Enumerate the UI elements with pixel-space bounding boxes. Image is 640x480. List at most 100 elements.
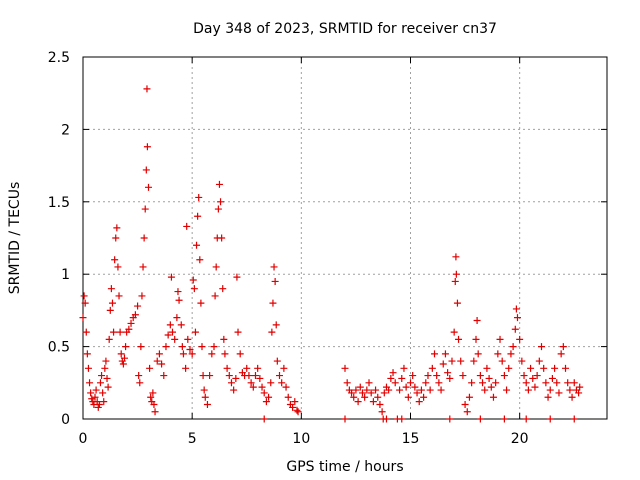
data-point: [115, 292, 123, 300]
data-point: [203, 401, 211, 409]
data-point: [437, 386, 445, 394]
data-point: [112, 234, 120, 242]
data-point: [199, 372, 207, 380]
data-point: [496, 335, 504, 343]
grid-lines: [83, 57, 607, 419]
data-point: [198, 343, 206, 351]
data-point: [215, 180, 223, 188]
y-axis-label: SRMTID / TECUs: [7, 182, 23, 295]
data-point: [356, 383, 364, 391]
data-point: [175, 296, 183, 304]
data-point: [452, 270, 460, 278]
data-point: [113, 224, 121, 232]
data-point: [131, 311, 139, 319]
data-point: [343, 379, 351, 387]
data-point: [369, 398, 377, 406]
data-point: [195, 193, 203, 201]
data-point: [254, 364, 262, 372]
data-point: [352, 386, 360, 394]
data-point: [452, 253, 460, 261]
data-point: [134, 302, 142, 310]
data-point: [267, 379, 275, 387]
data-point: [513, 314, 521, 322]
data-point: [243, 364, 251, 372]
data-point: [431, 350, 439, 358]
data-point: [84, 364, 92, 372]
data-point: [150, 401, 158, 409]
data-point: [262, 398, 270, 406]
data-point: [135, 372, 143, 380]
data-point: [511, 325, 519, 333]
x-tick-label: 15: [402, 431, 420, 447]
data-point: [107, 285, 115, 293]
data-point: [220, 335, 228, 343]
data-point: [476, 372, 484, 380]
data-point: [494, 350, 502, 358]
data-point: [196, 256, 204, 264]
data-point: [428, 364, 436, 372]
data-point: [82, 328, 90, 336]
data-point: [441, 350, 449, 358]
data-point: [87, 389, 95, 397]
data-point: [178, 343, 186, 351]
data-point: [476, 415, 484, 423]
data-point: [86, 379, 94, 387]
data-point: [225, 372, 233, 380]
data-point: [92, 386, 100, 394]
data-point: [227, 379, 235, 387]
data-point: [417, 386, 425, 394]
data-point: [258, 383, 266, 391]
y-tick-label: 1: [61, 267, 70, 283]
data-point: [171, 335, 179, 343]
y-tick-label: 1.5: [48, 195, 70, 211]
data-point: [289, 403, 297, 411]
data-point: [376, 401, 384, 409]
data-point: [372, 386, 380, 394]
data-point: [127, 319, 135, 327]
data-point: [247, 379, 255, 387]
data-point: [350, 393, 358, 401]
data-point: [114, 263, 122, 271]
data-point: [251, 372, 259, 380]
data-point: [380, 389, 388, 397]
data-point: [385, 386, 393, 394]
data-point: [194, 212, 202, 220]
data-point: [570, 415, 578, 423]
data-point: [136, 379, 144, 387]
data-point: [498, 357, 506, 365]
data-point: [116, 328, 124, 336]
data-point: [139, 263, 147, 271]
data-point: [374, 393, 382, 401]
data-point: [291, 398, 299, 406]
data-point: [160, 372, 168, 380]
data-point: [189, 276, 197, 284]
data-point: [190, 285, 198, 293]
data-point: [391, 379, 399, 387]
axis-ticks: 0 5 10 15 20 0 0.5 1 1.5 2 2.5: [48, 50, 607, 447]
data-point: [407, 379, 414, 387]
data-point: [120, 354, 128, 362]
data-point: [459, 372, 467, 380]
data-point: [522, 379, 530, 387]
data-point: [503, 386, 511, 394]
data-point: [146, 364, 154, 372]
data-point: [158, 360, 166, 368]
data-point: [100, 398, 108, 406]
data-point: [518, 357, 526, 365]
data-point: [570, 379, 578, 387]
data-point: [378, 408, 386, 416]
data-point: [568, 393, 576, 401]
data-point: [474, 350, 482, 358]
chart-title: Day 348 of 2023, SRMTID for receiver cn3…: [193, 21, 497, 37]
data-point: [191, 328, 199, 336]
data-point: [354, 398, 362, 406]
data-point: [500, 415, 508, 423]
data-point: [500, 372, 508, 380]
data-point: [137, 343, 145, 351]
data-point: [433, 372, 441, 380]
data-point: [270, 263, 278, 271]
data-point: [527, 364, 535, 372]
data-point: [200, 386, 208, 394]
data-point: [125, 325, 133, 333]
data-point: [145, 183, 152, 191]
